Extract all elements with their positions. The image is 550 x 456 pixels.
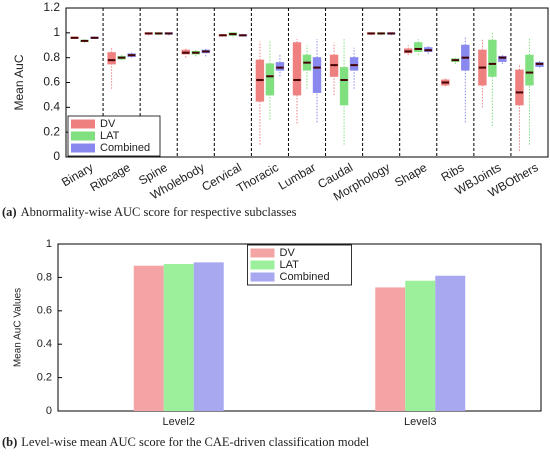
box [349,57,359,71]
legend-label: DV [280,247,296,259]
legend-swatch [71,143,95,153]
legend-swatch [250,248,275,258]
bar-chart: 0 0.2 0.4 0.6 0.8 1 Mean AuC Values Level2 Level… [2,238,542,449]
y-tick-label: 0.8 [37,271,52,283]
bar [435,275,466,411]
caption: (a) Abnormality-wise AUC score for respec… [2,205,297,219]
legend-swatch [71,119,95,129]
x-tick-label: Level3 [404,416,436,428]
box [107,52,116,65]
y-tick-label: 0.4 [37,338,52,350]
y-tick-label: 0.2 [43,124,60,138]
box [312,57,322,93]
box [292,42,302,96]
caption: (b) Level-wise mean AUC score for the CAE… [2,435,370,449]
legend-swatch [250,260,275,270]
box [265,63,275,96]
y-tick-label: 1.2 [43,0,60,14]
legend-label: Combined [100,142,150,154]
legend-label: DV [100,118,116,130]
box [488,39,497,77]
y-tick-label: 0.4 [43,100,60,114]
y-tick-label: 0 [46,405,52,417]
caption-label: (a) [2,205,17,219]
y-tick-label: 0 [53,149,60,163]
y-tick-label: 0.6 [37,305,52,317]
legend-swatch [71,131,95,141]
y-axis-label: Mean AuC Values [13,288,24,367]
caption-text: Abnormality-wise AUC score for respectiv… [21,205,297,219]
y-tick-label: 1 [46,238,52,250]
legend-label: LAT [100,130,120,142]
x-tick-label: Ribcage [88,160,133,194]
bar [193,262,224,411]
y-tick-label: 0.2 [37,372,52,384]
bar [375,287,406,411]
y-axis-label: Mean AuC [12,54,26,110]
box [515,69,524,106]
caption-text: Level-wise mean AUC score for the CAE-dr… [21,435,369,449]
legend-label: LAT [280,259,300,271]
box [414,42,423,52]
legend-label: Combined [280,271,330,283]
box [339,67,349,106]
box [275,62,285,71]
bar [163,264,194,411]
y-tick-label: 1 [53,25,60,39]
y-tick-label: 0.8 [43,50,60,64]
x-tick-label: Shape [392,160,429,190]
legend-swatch [250,272,275,282]
x-tick-label: Thoracic [234,160,281,195]
box [498,55,507,62]
x-tick-label: Lumbar [276,160,318,192]
box [525,54,534,86]
bar [133,265,164,411]
x-tick-label: Level2 [163,416,195,428]
y-tick-label: 0.6 [43,75,60,89]
bar [405,280,436,411]
caption-label: (b) [2,435,17,449]
